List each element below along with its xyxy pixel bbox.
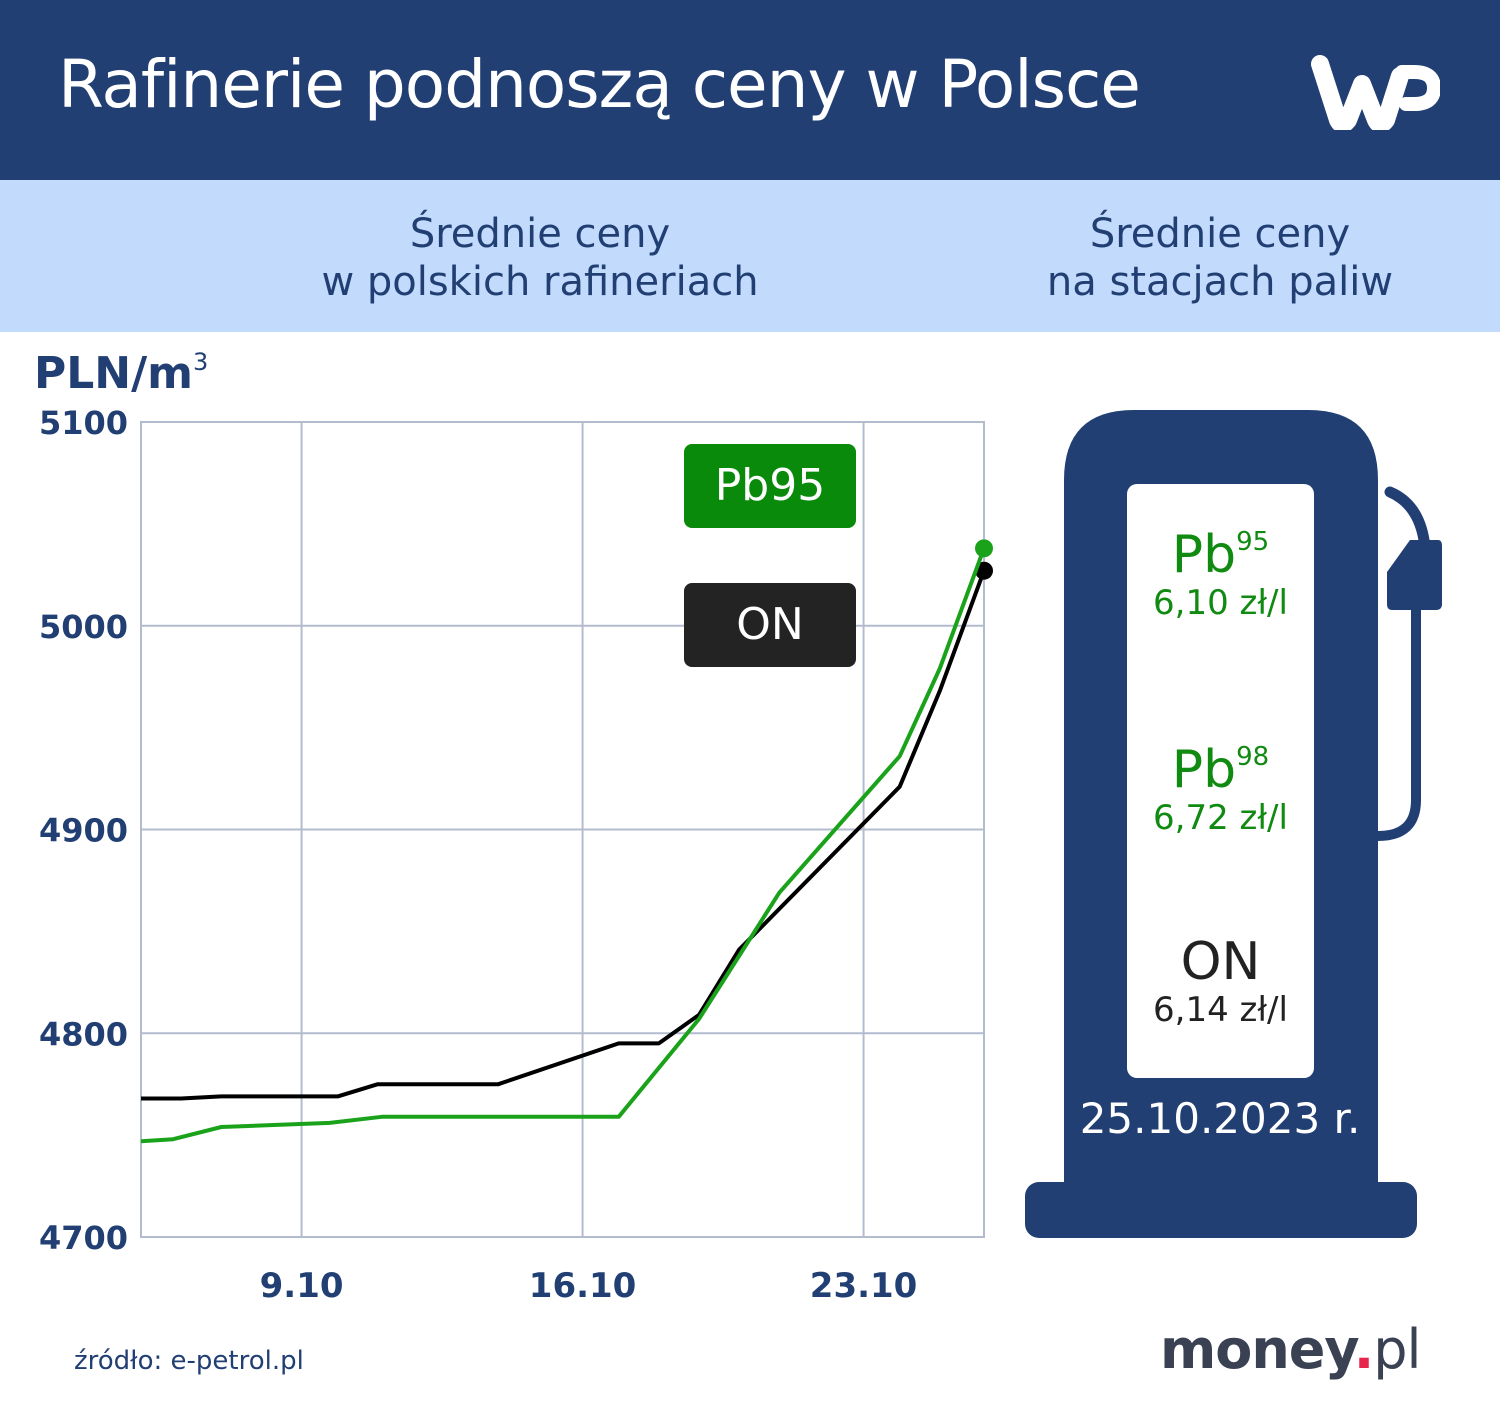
legend-pb95-badge: Pb95 — [684, 444, 856, 528]
fuel-name: Pb98 — [1171, 740, 1270, 800]
y-axis-ticks: 4700 4800 4900 5000 5100 — [39, 404, 128, 1257]
subheader-band: Średnie ceny w polskich rafineriach Śred… — [0, 180, 1500, 332]
fuel-on: ON 6,14 zł/l — [1127, 934, 1314, 1030]
fuel-pb98: Pb98 6,72 zł/l — [1127, 729, 1314, 838]
price-line-chart: 4700 4800 4900 5000 5100 9.10 16.10 23.10 — [39, 404, 993, 1306]
price-date: 25.10.2023 r. — [1079, 1094, 1361, 1143]
legend-on-badge: ON — [684, 583, 856, 667]
fuel-name: ON — [1180, 932, 1261, 992]
fuel-pb95: Pb95 6,10 zł/l — [1127, 514, 1314, 623]
fuel-price: 6,10 zł/l — [1153, 583, 1288, 623]
series-line-pb95 — [140, 547, 986, 1144]
series-endpoint-pb95 — [975, 539, 993, 558]
x-axis-ticks: 9.10 16.10 23.10 — [260, 1266, 918, 1306]
y-tick-label: 4900 — [39, 812, 128, 850]
x-tick-label: 16.10 — [529, 1266, 637, 1306]
brand-main: money — [1160, 1318, 1355, 1381]
stations-section-heading: Średnie ceny na stacjach paliw — [1000, 210, 1440, 306]
series-line-on — [141, 570, 986, 1101]
y-tick-label: 5100 — [39, 404, 128, 442]
refinery-heading-line2: w polskich rafineriach — [321, 259, 759, 305]
x-tick-label: 9.10 — [260, 1266, 344, 1306]
fuel-price: 6,72 zł/l — [1153, 798, 1288, 838]
x-tick-label: 23.10 — [810, 1266, 918, 1306]
unit-superscript: 3 — [193, 348, 209, 376]
wp-logo-icon — [1311, 55, 1440, 130]
source-note: źródło: e-petrol.pl — [74, 1346, 304, 1376]
unit-text: PLN/m — [34, 348, 194, 399]
y-axis-unit-label: PLN/m3 — [34, 348, 208, 399]
fuel-price: 6,14 zł/l — [1153, 990, 1288, 1030]
refinery-section-heading: Średnie ceny w polskich rafineriach — [280, 210, 800, 306]
y-tick-label: 5000 — [39, 608, 128, 646]
page-title: Rafinerie podnoszą ceny w Polsce — [58, 46, 1141, 123]
money-pl-logo: money.pl — [1160, 1318, 1421, 1381]
y-tick-label: 4700 — [39, 1219, 128, 1257]
stations-heading-line1: Średnie ceny — [1089, 211, 1351, 257]
brand-tld: pl — [1373, 1318, 1421, 1381]
pump-price-display: Pb95 6,10 zł/l Pb98 6,72 zł/l ON 6,14 zł… — [1127, 484, 1314, 1078]
refinery-heading-line1: Średnie ceny — [409, 211, 671, 257]
stations-heading-line2: na stacjach paliw — [1046, 259, 1394, 305]
brand-dot: . — [1353, 1318, 1374, 1381]
fuel-name: Pb95 — [1171, 525, 1270, 585]
header-banner: Rafinerie podnoszą ceny w Polsce — [0, 0, 1500, 180]
y-tick-label: 4800 — [39, 1015, 128, 1053]
chart-series — [140, 539, 993, 1144]
